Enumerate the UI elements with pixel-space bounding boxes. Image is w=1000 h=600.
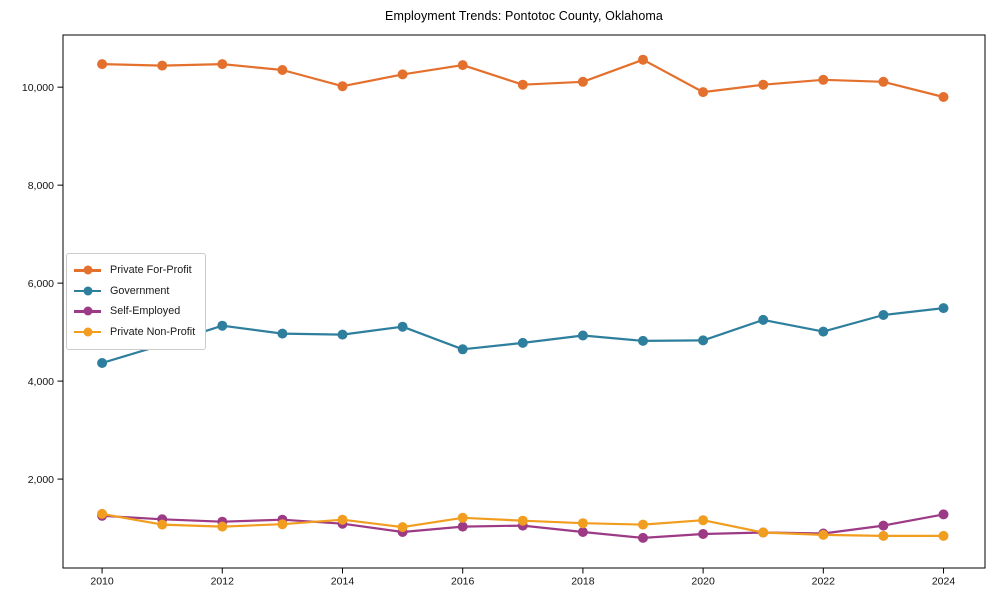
data-point-private-for-profit bbox=[397, 69, 408, 80]
series-line-private-for-profit bbox=[100, 58, 945, 99]
data-point-private-for-profit bbox=[577, 76, 588, 87]
data-point-private-non-profit bbox=[217, 521, 228, 532]
x-tick-label: 2010 bbox=[90, 576, 114, 588]
data-point-self-employed bbox=[698, 529, 709, 539]
chart-title: Employment Trends: Pontotoc County, Okla… bbox=[385, 9, 663, 23]
y-tick-label: 10,000 bbox=[22, 82, 54, 94]
data-point-private-non-profit bbox=[818, 529, 829, 540]
data-point-private-for-profit bbox=[938, 92, 949, 102]
legend-line-swatch bbox=[74, 327, 101, 337]
legend-label: Self-Employed bbox=[110, 305, 181, 318]
data-point-government bbox=[818, 326, 829, 337]
y-tick-label: 6,000 bbox=[28, 278, 54, 290]
data-point-private-non-profit bbox=[277, 519, 288, 530]
data-point-private-non-profit bbox=[938, 530, 949, 541]
data-point-private-non-profit bbox=[638, 519, 648, 530]
data-point-self-employed bbox=[577, 527, 588, 537]
data-point-private-for-profit bbox=[878, 76, 889, 87]
x-tick-label: 2018 bbox=[571, 576, 595, 588]
y-tick-label: 2,000 bbox=[28, 474, 54, 486]
data-point-government bbox=[217, 320, 228, 331]
data-point-government bbox=[397, 321, 408, 332]
data-point-private-for-profit bbox=[758, 79, 769, 90]
legend-marker-icon bbox=[83, 286, 92, 296]
data-point-private-non-profit bbox=[97, 508, 108, 519]
x-tick-label: 2016 bbox=[451, 576, 475, 588]
legend-marker-icon bbox=[83, 327, 92, 337]
data-point-private-non-profit bbox=[698, 515, 709, 526]
legend-line-swatch bbox=[74, 306, 101, 316]
data-point-private-non-profit bbox=[337, 514, 348, 525]
data-point-private-non-profit bbox=[878, 530, 889, 541]
legend: Private For-Profit Government Self-Employe… bbox=[66, 253, 207, 350]
series-line-government bbox=[100, 307, 945, 365]
data-point-government bbox=[638, 335, 648, 346]
data-point-private-for-profit bbox=[698, 87, 709, 98]
data-point-private-for-profit bbox=[818, 74, 829, 85]
legend-line-swatch bbox=[74, 286, 101, 296]
data-point-private-for-profit bbox=[217, 59, 228, 70]
data-point-government bbox=[938, 303, 949, 314]
x-tick-label: 2012 bbox=[211, 576, 235, 588]
legend-label: Government bbox=[110, 284, 170, 297]
plot-border bbox=[62, 34, 986, 569]
legend-item-government: Government bbox=[74, 281, 195, 302]
data-point-self-employed bbox=[457, 521, 468, 532]
data-point-government bbox=[337, 329, 348, 340]
data-point-private-for-profit bbox=[97, 59, 108, 70]
data-point-private-for-profit bbox=[517, 79, 528, 90]
y-tick-label: 4,000 bbox=[28, 376, 54, 388]
data-point-government bbox=[277, 328, 288, 339]
legend-marker-icon bbox=[83, 265, 92, 275]
data-point-private-non-profit bbox=[517, 515, 528, 526]
y-tick-label: 8,000 bbox=[28, 180, 54, 192]
data-point-private-for-profit bbox=[277, 65, 288, 75]
data-point-self-employed bbox=[878, 520, 889, 531]
data-point-government bbox=[577, 330, 588, 341]
data-point-self-employed bbox=[638, 532, 648, 543]
data-point-government bbox=[517, 337, 528, 348]
data-point-government bbox=[698, 335, 709, 346]
data-point-private-non-profit bbox=[457, 512, 468, 523]
data-point-government bbox=[457, 344, 468, 355]
data-point-self-employed bbox=[938, 509, 949, 520]
x-tick-label: 2022 bbox=[812, 576, 836, 588]
legend-label: Private For-Profit bbox=[110, 264, 192, 277]
data-point-private-for-profit bbox=[457, 60, 468, 71]
data-point-government bbox=[878, 310, 889, 320]
data-point-private-non-profit bbox=[397, 522, 408, 533]
legend-item-self-employed: Self-Employed bbox=[74, 301, 195, 322]
data-point-private-non-profit bbox=[758, 527, 769, 538]
legend-item-private-for-profit: Private For-Profit bbox=[74, 260, 195, 281]
x-tick-label: 2024 bbox=[932, 576, 956, 588]
legend-line-swatch bbox=[74, 265, 101, 275]
data-point-private-non-profit bbox=[577, 518, 588, 529]
legend-marker-icon bbox=[83, 306, 92, 316]
legend-label: Private Non-Profit bbox=[110, 325, 196, 338]
data-point-private-for-profit bbox=[337, 81, 348, 92]
legend-item-private-non-profit: Private Non-Profit bbox=[74, 322, 195, 343]
data-point-private-for-profit bbox=[638, 54, 648, 65]
data-point-government bbox=[758, 314, 769, 325]
x-tick-label: 2020 bbox=[691, 576, 715, 588]
data-point-private-for-profit bbox=[157, 60, 168, 71]
data-point-government bbox=[97, 358, 108, 368]
x-tick-label: 2014 bbox=[331, 576, 355, 588]
data-point-private-non-profit bbox=[157, 519, 168, 530]
